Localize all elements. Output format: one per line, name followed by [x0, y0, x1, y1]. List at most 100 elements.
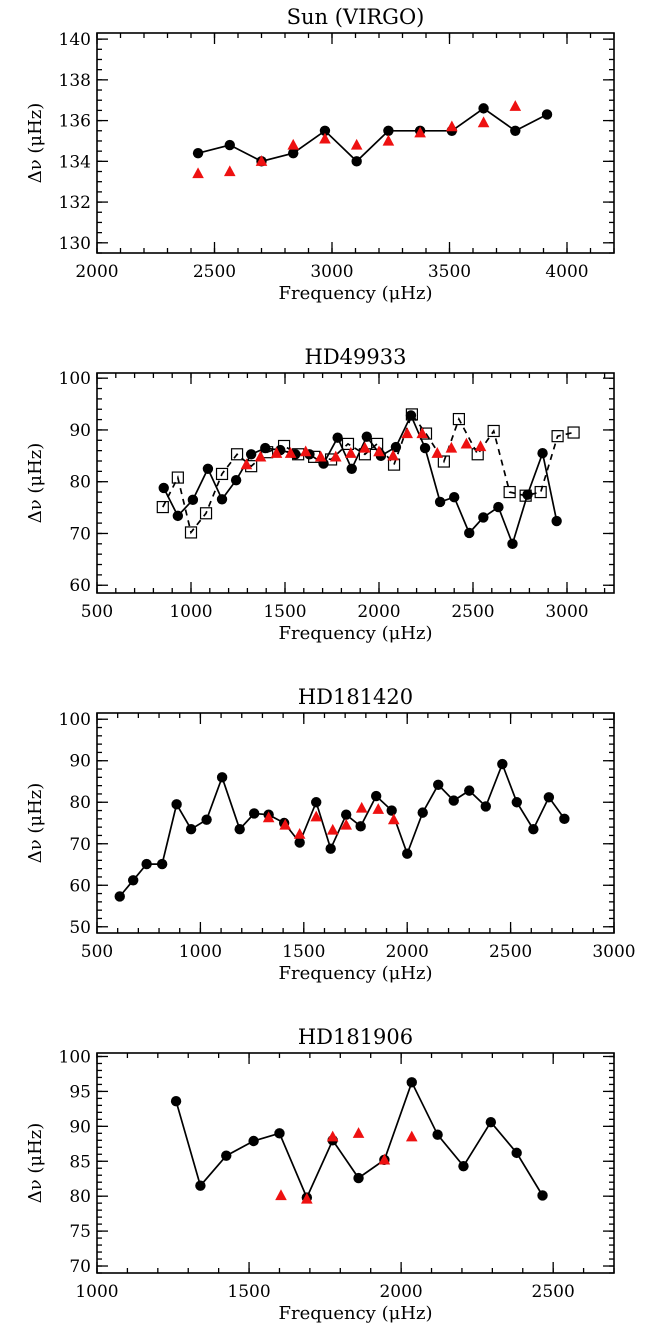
- data-point: [355, 821, 366, 832]
- data-point: [310, 810, 323, 822]
- data-point: [245, 449, 257, 460]
- y-tick-label: 70: [69, 524, 91, 544]
- data-point: [464, 785, 475, 796]
- data-point: [275, 1189, 287, 1201]
- data-point: [509, 100, 522, 111]
- data-point: [485, 1116, 497, 1128]
- chart-title: HD181420: [298, 685, 413, 709]
- data-point: [223, 165, 236, 177]
- data-point: [507, 538, 518, 550]
- data-point: [311, 797, 322, 808]
- data-point: [284, 447, 297, 458]
- y-tick-label: 90: [69, 1117, 91, 1137]
- y-tick-label: 136: [59, 112, 91, 132]
- data-point: [274, 1128, 285, 1139]
- plot-frame: [96, 1052, 615, 1274]
- data-point: [383, 125, 394, 136]
- data-point: [528, 824, 539, 835]
- data-point: [402, 848, 413, 859]
- data-point: [497, 758, 508, 770]
- data-point: [406, 1077, 417, 1088]
- data-point: [503, 485, 516, 499]
- data-point: [288, 147, 299, 159]
- y-tick-label: 95: [69, 1082, 91, 1102]
- data-point: [405, 1130, 418, 1142]
- data-point: [460, 437, 473, 449]
- data-point: [477, 116, 490, 128]
- series-1: [114, 758, 570, 902]
- data-point: [260, 442, 271, 454]
- y-tick-label: 75: [69, 1222, 91, 1242]
- data-point: [511, 797, 523, 808]
- x-tick-label: 2000: [75, 262, 118, 282]
- data-point: [248, 808, 260, 819]
- data-point: [215, 467, 229, 481]
- data-point: [346, 463, 357, 474]
- data-point: [262, 811, 275, 823]
- data-point: [192, 147, 204, 159]
- data-point: [359, 441, 371, 453]
- data-point: [187, 494, 199, 506]
- x-tick-label: 1500: [227, 1282, 270, 1302]
- y-tick-label: 80: [69, 473, 91, 493]
- data-point: [567, 426, 580, 439]
- data-point: [340, 818, 352, 830]
- data-point: [458, 1160, 469, 1172]
- data-point: [240, 458, 253, 470]
- data-point: [332, 432, 343, 443]
- data-point: [345, 447, 357, 458]
- data-point: [373, 445, 385, 457]
- data-point: [141, 858, 152, 870]
- x-tick-label: 4000: [545, 262, 588, 282]
- chart-panel-1: Sun (VIRGO) 2000 2500 3000 3500 4000 130 132 134…: [25, 5, 615, 304]
- data-point: [192, 167, 204, 179]
- y-tick-label: 100: [59, 710, 91, 730]
- x-tick-label: 3500: [428, 262, 471, 282]
- data-point: [201, 814, 212, 825]
- series-1: [158, 410, 562, 550]
- y-tick-label: 100: [59, 1047, 91, 1067]
- x-tick-label: 500: [81, 942, 113, 962]
- data-point: [386, 805, 397, 816]
- x-tick-label: 2000: [379, 1282, 422, 1302]
- data-point: [230, 448, 244, 461]
- data-point: [270, 447, 283, 458]
- y-tick-label: 90: [69, 752, 91, 772]
- data-point: [156, 858, 168, 870]
- data-point: [510, 125, 521, 136]
- data-point: [184, 526, 198, 539]
- x-tick-label: 3000: [545, 602, 588, 622]
- data-point: [493, 501, 504, 513]
- data-point: [340, 809, 352, 820]
- data-point: [382, 134, 395, 146]
- x-tick-label: 2500: [193, 262, 236, 282]
- data-point: [416, 427, 429, 439]
- data-point: [279, 818, 291, 830]
- data-point: [234, 824, 245, 835]
- data-point: [254, 450, 267, 462]
- data-point: [522, 489, 533, 500]
- y-axis-label: Δν (μHz): [25, 443, 46, 524]
- data-point: [401, 427, 413, 439]
- data-point: [326, 823, 339, 835]
- data-point: [287, 138, 300, 150]
- data-point: [158, 482, 169, 494]
- data-point: [351, 156, 362, 167]
- data-point: [350, 138, 363, 150]
- x-axis-label: Frequency (μHz): [278, 963, 432, 984]
- x-tick-label: 2500: [451, 602, 494, 622]
- data-point: [534, 485, 547, 499]
- y-tick-label: 80: [69, 1187, 91, 1207]
- chart-title: Sun (VIRGO): [287, 5, 425, 29]
- data-point: [537, 448, 548, 459]
- y-tick-label: 70: [69, 1257, 91, 1277]
- y-tick-label: 50: [69, 918, 91, 938]
- data-point: [224, 139, 235, 151]
- x-tick-label: 1500: [282, 942, 325, 962]
- data-point: [431, 447, 444, 458]
- series-1: [192, 103, 553, 167]
- data-point: [301, 1192, 313, 1204]
- series-1: [170, 1077, 548, 1203]
- data-point: [299, 445, 312, 457]
- data-point: [326, 1130, 339, 1142]
